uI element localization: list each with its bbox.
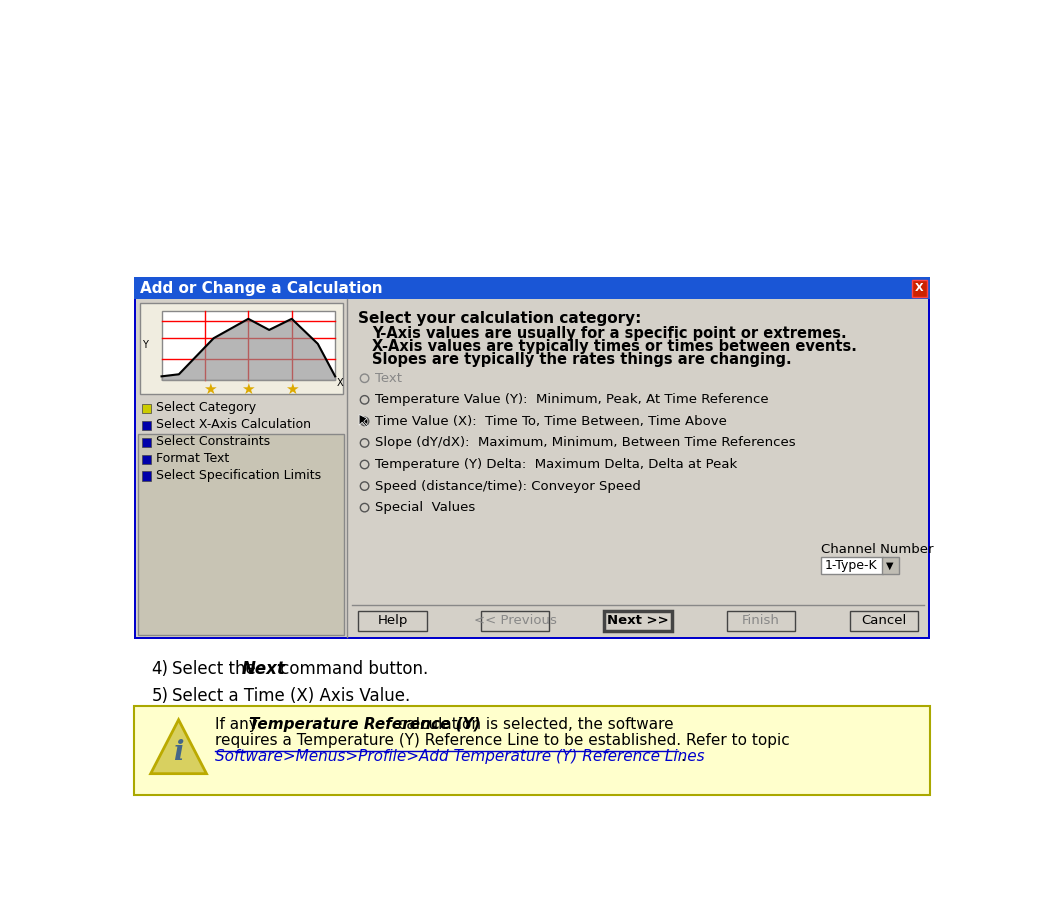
Text: Channel Number: Channel Number [821, 543, 933, 556]
Polygon shape [151, 720, 207, 774]
Text: X: X [916, 284, 924, 293]
Text: X-Axis values are typically times or times between events.: X-Axis values are typically times or tim… [373, 339, 857, 354]
Text: 1-Type-K: 1-Type-K [825, 559, 877, 572]
FancyBboxPatch shape [821, 557, 883, 574]
Text: ★: ★ [284, 382, 299, 397]
FancyBboxPatch shape [911, 280, 927, 297]
Text: X: X [336, 378, 344, 388]
Polygon shape [359, 415, 367, 427]
Text: Select your calculation category:: Select your calculation category: [358, 310, 641, 326]
Text: i: i [173, 739, 184, 766]
Text: Select Specification Limits: Select Specification Limits [156, 469, 321, 482]
Text: Special  Values: Special Values [375, 501, 475, 514]
FancyBboxPatch shape [134, 277, 930, 299]
Text: Select Constraints: Select Constraints [156, 435, 270, 448]
Text: ▼: ▼ [886, 561, 894, 571]
FancyBboxPatch shape [142, 420, 152, 430]
Text: Temperature (Y) Delta:  Maximum Delta, Delta at Peak: Temperature (Y) Delta: Maximum Delta, De… [375, 458, 737, 471]
FancyBboxPatch shape [134, 706, 930, 795]
FancyBboxPatch shape [142, 472, 152, 481]
Text: ★: ★ [242, 382, 255, 397]
FancyBboxPatch shape [142, 437, 152, 446]
Text: Speed (distance/time): Conveyor Speed: Speed (distance/time): Conveyor Speed [375, 480, 640, 492]
Text: command button.: command button. [275, 660, 429, 678]
Text: Text: Text [375, 372, 402, 385]
FancyBboxPatch shape [482, 611, 549, 631]
Text: Next: Next [242, 660, 286, 678]
Text: << Previous: << Previous [474, 615, 556, 627]
Text: Finish: Finish [742, 615, 780, 627]
Text: Temperature Reference (Y): Temperature Reference (Y) [249, 717, 481, 732]
Text: .: . [680, 750, 685, 764]
FancyBboxPatch shape [138, 435, 345, 634]
Text: Cancel: Cancel [862, 615, 906, 627]
Text: Select Category: Select Category [156, 401, 256, 414]
Text: Time Value (X):  Time To, Time Between, Time Above: Time Value (X): Time To, Time Between, T… [375, 415, 727, 428]
FancyBboxPatch shape [142, 454, 152, 464]
Circle shape [362, 419, 366, 424]
Text: Slope (dY/dX):  Maximum, Minimum, Between Time References: Slope (dY/dX): Maximum, Minimum, Between… [375, 436, 795, 449]
Text: Format Text: Format Text [156, 452, 229, 464]
Text: Y-Axis values are usually for a specific point or extremes.: Y-Axis values are usually for a specific… [373, 326, 847, 341]
Text: calculation is selected, the software: calculation is selected, the software [393, 717, 674, 732]
Text: 4): 4) [152, 660, 168, 678]
FancyBboxPatch shape [604, 611, 673, 631]
FancyBboxPatch shape [136, 299, 928, 637]
Text: Slopes are typically the rates things are changing.: Slopes are typically the rates things ar… [373, 352, 792, 367]
Text: If any: If any [215, 717, 263, 732]
Text: Help: Help [377, 615, 408, 627]
FancyBboxPatch shape [162, 310, 335, 380]
FancyBboxPatch shape [134, 277, 930, 639]
FancyBboxPatch shape [358, 611, 427, 631]
FancyBboxPatch shape [142, 404, 152, 413]
FancyBboxPatch shape [881, 557, 899, 574]
Text: Temperature Value (Y):  Minimum, Peak, At Time Reference: Temperature Value (Y): Minimum, Peak, At… [375, 393, 768, 406]
Text: Software>Menus>Profile>Add Temperature (Y) Reference Lines: Software>Menus>Profile>Add Temperature (… [215, 750, 705, 764]
FancyBboxPatch shape [850, 611, 918, 631]
FancyBboxPatch shape [140, 302, 343, 393]
Text: 5): 5) [152, 688, 168, 706]
Text: Y: Y [141, 340, 147, 350]
Text: Add or Change a Calculation: Add or Change a Calculation [140, 281, 382, 296]
Text: Select a Time (X) Axis Value.: Select a Time (X) Axis Value. [172, 688, 411, 706]
FancyBboxPatch shape [727, 611, 795, 631]
Text: Next >>: Next >> [607, 615, 670, 627]
Text: requires a Temperature (Y) Reference Line to be established. Refer to topic: requires a Temperature (Y) Reference Lin… [215, 734, 790, 748]
Text: ★: ★ [203, 382, 217, 397]
Text: Select X-Axis Calculation: Select X-Axis Calculation [156, 418, 311, 431]
Text: Select the: Select the [172, 660, 262, 678]
